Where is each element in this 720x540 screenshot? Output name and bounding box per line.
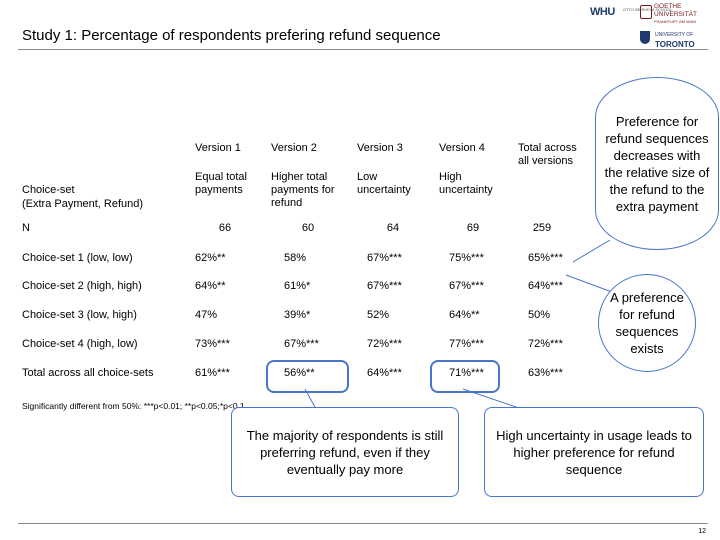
whu-logo-subtext: OTTO BEISHEIM SCHOOL	[623, 7, 673, 12]
row-header-label-line-1: Choice-set	[22, 184, 75, 196]
page-number: 12	[698, 528, 706, 535]
cell: 63%***	[528, 367, 563, 379]
header-divider	[18, 49, 708, 50]
cell: 72%***	[367, 338, 402, 350]
toronto-logo: UNIVERSITY OF TORONTO	[640, 31, 710, 51]
toronto-crest-icon	[640, 31, 650, 44]
col-version-2: Version 2	[271, 142, 317, 154]
toronto-logo-line-1: UNIVERSITY OF	[655, 32, 694, 38]
n-value-1: 66	[218, 222, 232, 234]
callout-high-uncertainty: High uncertainty in usage leads to highe…	[484, 407, 704, 497]
goethe-logo-line-1: GOETHE	[654, 3, 682, 10]
footer-divider	[18, 523, 708, 524]
callout-majority: The majority of respondents is still pre…	[231, 407, 459, 497]
callout-majority-text: The majority of respondents is still pre…	[246, 427, 444, 477]
col-desc-2: Higher total payments for refund	[271, 171, 335, 209]
cell: 77%***	[449, 338, 484, 350]
cell: 39%*	[284, 309, 311, 321]
callout-preference-exists: A preference for refund sequences exists	[598, 274, 696, 372]
whu-logo: WHU OTTO BEISHEIM SCHOOL	[590, 6, 672, 20]
col-desc-1: Equal total payments	[195, 171, 247, 196]
connector-majority	[304, 388, 317, 410]
whu-logo-text: WHU	[590, 6, 615, 18]
cell: 64%**	[195, 280, 226, 292]
cell: 56%**	[284, 367, 315, 379]
cell: 67%***	[284, 338, 319, 350]
col-version-1: Version 1	[195, 142, 241, 154]
cell: 67%***	[367, 252, 402, 264]
goethe-logo-line-2: UNIVERSITÄT	[654, 11, 697, 18]
connector-decreases	[572, 239, 611, 263]
callout-preference-exists-text: A preference for refund sequences exists	[610, 290, 684, 356]
goethe-seal-icon	[640, 5, 652, 19]
row-label: Choice-set 2 (high, high)	[22, 280, 142, 292]
row-header-label-line-2: (Extra Payment, Refund)	[22, 198, 144, 210]
n-value-3: 64	[386, 222, 400, 234]
n-value-total: 259	[532, 222, 552, 234]
n-value-4: 69	[466, 222, 480, 234]
cell: 64%**	[449, 309, 480, 321]
connector-uncertainty	[462, 388, 523, 410]
cell: 67%***	[367, 280, 402, 292]
highlight-box-version-2-total	[266, 360, 349, 393]
callout-preference-decreases-text: Preference for refund sequences decrease…	[604, 113, 710, 214]
cell: 52%	[367, 309, 390, 321]
goethe-logo-line-3: FRANKFURT AM MAIN	[654, 19, 697, 24]
row-label: Choice-set 1 (low, low)	[22, 252, 133, 264]
slide-title: Study 1: Percentage of respondents prefe…	[22, 27, 441, 44]
goethe-logo: GOETHE UNIVERSITÄT FRANKFURT AM MAIN	[640, 3, 706, 31]
col-version-3: Version 3	[357, 142, 403, 154]
connector-exists	[565, 274, 613, 293]
cell: 73%***	[195, 338, 230, 350]
cell: 58%	[284, 252, 307, 264]
n-value-2: 60	[301, 222, 315, 234]
col-desc-3: Low uncertainty	[357, 171, 411, 196]
significance-note: Significantly different from 50%: ***p<0…	[22, 401, 245, 411]
cell: 72%***	[528, 338, 563, 350]
cell: 50%	[528, 309, 551, 321]
cell: 61%***	[195, 367, 230, 379]
cell: 47%	[195, 309, 218, 321]
cell: 71%***	[449, 367, 484, 379]
cell: 64%***	[528, 280, 563, 292]
row-label: Choice-set 4 (high, low)	[22, 338, 138, 350]
cell: 65%***	[528, 252, 563, 264]
callout-preference-decreases: Preference for refund sequences decrease…	[595, 77, 719, 250]
row-header-label: Choice-set (Extra Payment, Refund)	[22, 184, 143, 211]
cell: 64%***	[367, 367, 402, 379]
col-desc-4: High uncertainty	[439, 171, 493, 196]
highlight-box-version-4-total	[430, 360, 500, 393]
col-version-4: Version 4	[439, 142, 485, 154]
cell: 62%**	[195, 252, 226, 264]
cell: 75%***	[449, 252, 484, 264]
cell: 67%***	[449, 280, 484, 292]
callout-high-uncertainty-text: High uncertainty in usage leads to highe…	[496, 427, 692, 477]
row-label: Total across all choice-sets	[22, 367, 154, 379]
cell: 61%*	[284, 280, 311, 292]
n-label: N	[22, 222, 30, 234]
toronto-logo-line-2: TORONTO	[655, 40, 695, 49]
row-label: Choice-set 3 (low, high)	[22, 309, 137, 321]
col-total: Total across all versions	[518, 142, 577, 167]
